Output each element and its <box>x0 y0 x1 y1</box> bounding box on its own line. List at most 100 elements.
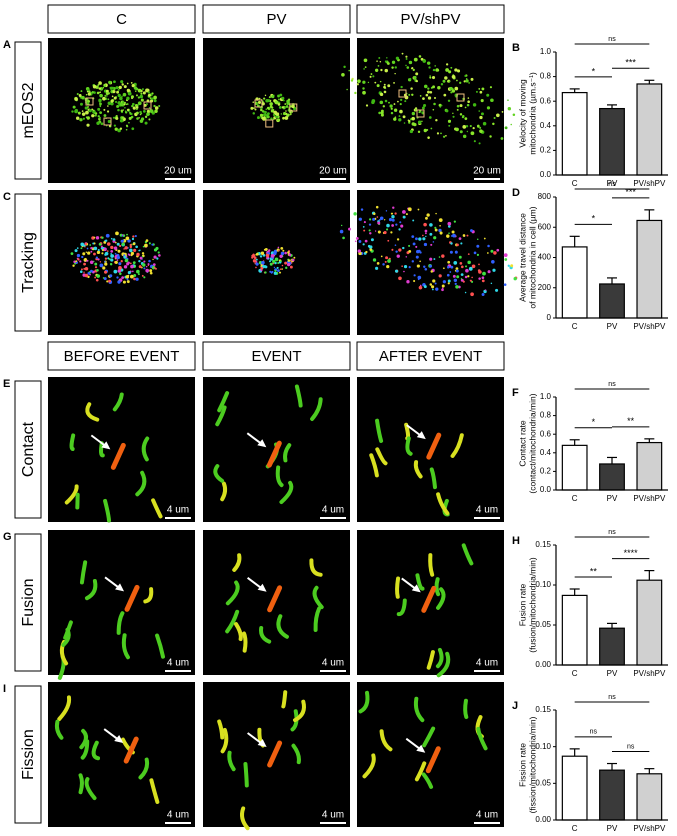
x-tick-label: C <box>572 179 578 188</box>
mito-dot <box>391 218 395 222</box>
mito-dot <box>370 73 373 75</box>
mito-dot <box>434 226 437 229</box>
mito-dot <box>107 119 111 124</box>
mito-dot <box>419 95 422 97</box>
mito-dot <box>339 229 344 234</box>
mito-dot <box>436 132 440 135</box>
mito-dot <box>341 72 345 77</box>
mito-dot <box>93 246 98 251</box>
mito-dot <box>405 256 407 258</box>
mito-dot <box>447 225 451 228</box>
mito-dot <box>118 266 122 270</box>
mito-dot <box>117 249 121 253</box>
mito-dot <box>284 103 287 105</box>
mito-dot <box>446 273 450 277</box>
mito-dot <box>103 246 105 249</box>
mito-dot <box>122 234 124 236</box>
mito-dot <box>135 106 139 109</box>
mito-dot <box>449 271 452 273</box>
mitochondrion <box>259 626 272 644</box>
mito-dot <box>425 216 428 220</box>
mito-dot <box>399 103 402 106</box>
mito-dot <box>386 62 390 65</box>
mito-dot <box>83 258 87 262</box>
mito-dot <box>284 116 289 120</box>
mito-dot <box>291 104 295 109</box>
mito-dot <box>413 75 417 80</box>
mito-dot <box>378 218 381 221</box>
mitochondrion <box>428 553 435 577</box>
mito-dot <box>391 66 394 69</box>
mito-dot <box>81 110 84 112</box>
mito-dot <box>450 66 453 69</box>
mito-dot <box>126 233 128 236</box>
mito-dot <box>447 221 452 226</box>
mito-dot <box>407 207 412 212</box>
row-label-box <box>14 685 42 824</box>
mito-dot <box>80 242 85 247</box>
mito-dot <box>340 224 343 227</box>
mito-dot <box>357 79 361 83</box>
significance-label: ns <box>590 729 598 736</box>
image-background <box>357 190 504 335</box>
x-tick-label: C <box>572 322 578 331</box>
mito-dot <box>363 229 366 232</box>
mito-dot <box>122 101 125 104</box>
y-tick-label: 0.2 <box>540 467 552 476</box>
mito-dot <box>277 249 280 252</box>
mito-dot <box>454 86 459 91</box>
mito-dot <box>426 213 430 217</box>
mito-dot <box>465 77 468 80</box>
column-header-box <box>47 4 196 34</box>
mito-dot <box>417 208 420 211</box>
mito-dot <box>74 262 77 265</box>
mito-dot <box>393 103 396 106</box>
image-background <box>48 682 195 827</box>
mito-dot <box>486 93 490 97</box>
y-tick-label: 0 <box>547 313 552 322</box>
mito-dot <box>469 279 472 282</box>
mito-dot <box>289 265 293 269</box>
micrograph: 20 um <box>341 38 516 183</box>
mitochondrion <box>69 433 76 451</box>
mito-dot <box>410 87 413 90</box>
mito-dot <box>123 101 127 104</box>
bar <box>561 246 588 319</box>
mito-dot <box>362 87 365 90</box>
mito-dot <box>376 60 378 62</box>
mito-dot <box>264 264 267 267</box>
mitochondrion <box>80 739 90 760</box>
mito-dot <box>141 88 144 91</box>
mito-dot <box>429 264 433 268</box>
mito-dot <box>116 90 120 94</box>
arrow-head <box>416 744 426 753</box>
mito-dot <box>408 249 412 253</box>
mito-dot <box>378 111 381 115</box>
mito-dot <box>92 109 95 112</box>
mito-dot <box>281 268 283 270</box>
mito-dot <box>415 79 418 83</box>
mitochondrion <box>215 405 227 427</box>
mito-dot <box>272 259 276 264</box>
image-background <box>357 530 504 675</box>
mito-dot <box>136 117 139 120</box>
mito-dot <box>76 253 81 258</box>
mito-dot <box>123 265 128 269</box>
mito-dot <box>406 66 410 69</box>
mito-dot <box>412 219 415 222</box>
mito-dot <box>439 106 442 108</box>
micrograph: 4 um <box>203 682 350 831</box>
mito-dot <box>119 102 124 107</box>
mito-dot <box>99 263 104 268</box>
mito-dot <box>157 251 160 254</box>
roi-box <box>265 119 274 128</box>
mito-dot <box>96 274 101 278</box>
mito-dot <box>103 108 106 111</box>
mito-dot <box>288 107 290 109</box>
mito-dot <box>103 83 106 87</box>
mito-dot <box>427 90 430 94</box>
mitochondrion <box>234 622 243 642</box>
bar <box>561 444 588 491</box>
mito-dot <box>487 270 491 274</box>
mito-dot <box>127 91 132 96</box>
